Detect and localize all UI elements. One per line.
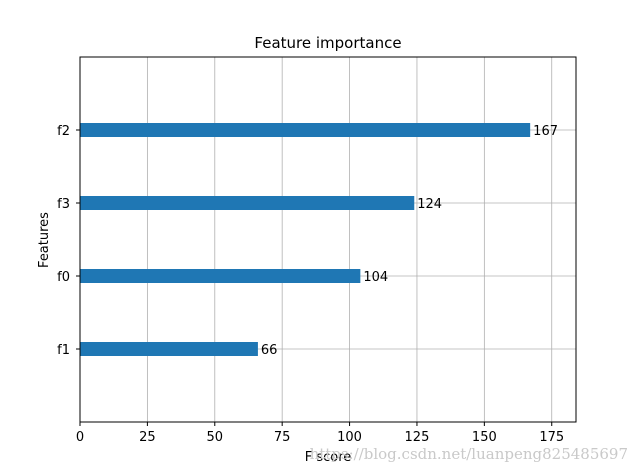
x-tick-label: 0 — [76, 430, 84, 445]
x-tick-label: 50 — [207, 430, 224, 445]
bar-f3 — [80, 196, 415, 210]
x-tick-label: 150 — [472, 430, 497, 445]
bar-f1 — [80, 342, 258, 356]
y-tick-label: f2 — [57, 124, 70, 139]
y-axis-label: Features — [37, 212, 52, 268]
x-axis-label: F score — [305, 450, 352, 465]
bar-value-label: 167 — [533, 124, 558, 139]
bar-value-label: 104 — [363, 270, 388, 285]
y-tick-label: f3 — [57, 197, 70, 212]
y-tick-label: f1 — [57, 343, 70, 358]
bar-value-label: 66 — [261, 343, 278, 358]
bar-f0 — [80, 269, 361, 283]
value-labels: 66 104 124 167 — [261, 124, 558, 358]
x-tick-label: 75 — [274, 430, 291, 445]
plot-frame — [79, 56, 577, 423]
x-tick-label: 125 — [405, 430, 430, 445]
watermark: https://blog.csdn.net/luanpeng825485697 — [310, 445, 628, 463]
x-tick-label: 100 — [337, 430, 362, 445]
ticks: 0 25 50 75 100 125 150 175 f1 f0 f3 f2 — [57, 124, 564, 445]
bar-f2 — [80, 123, 531, 137]
x-tick-label: 175 — [539, 430, 564, 445]
chart-title: Feature importance — [254, 34, 401, 52]
bar-value-label: 124 — [417, 197, 442, 212]
bars — [80, 123, 531, 356]
x-tick-label: 25 — [139, 430, 156, 445]
y-tick-label: f0 — [57, 270, 70, 285]
